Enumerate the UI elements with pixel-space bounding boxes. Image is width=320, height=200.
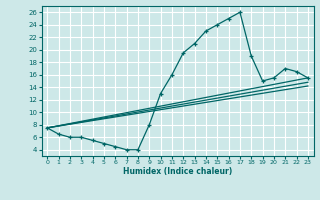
X-axis label: Humidex (Indice chaleur): Humidex (Indice chaleur) <box>123 167 232 176</box>
